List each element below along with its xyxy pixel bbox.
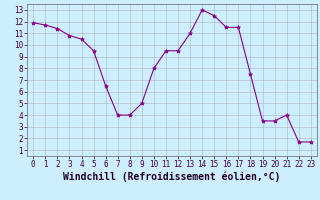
X-axis label: Windchill (Refroidissement éolien,°C): Windchill (Refroidissement éolien,°C) (63, 172, 281, 182)
